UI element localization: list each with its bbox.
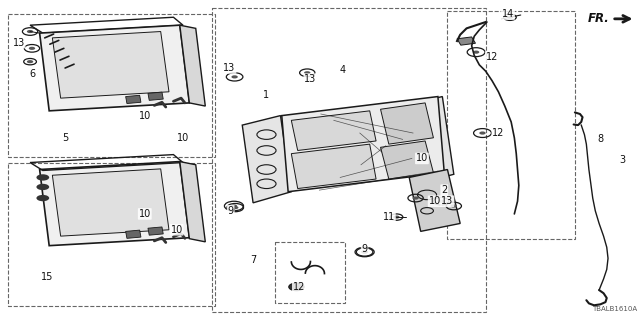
Text: 10: 10 [416,153,428,164]
Polygon shape [40,162,189,246]
Polygon shape [291,111,376,150]
Text: 13: 13 [304,74,317,84]
Polygon shape [148,92,163,100]
Circle shape [289,283,304,291]
Polygon shape [381,103,433,144]
Polygon shape [282,97,444,192]
Polygon shape [180,162,205,242]
Circle shape [27,60,33,63]
Circle shape [394,215,399,219]
Text: 10: 10 [139,209,151,219]
Text: 13: 13 [223,63,236,73]
Circle shape [36,184,49,190]
Bar [447,11,575,239]
Bar [275,243,346,303]
Text: 10: 10 [139,111,151,121]
Text: 12: 12 [486,52,498,62]
Polygon shape [381,141,433,179]
Polygon shape [52,169,169,236]
Circle shape [29,47,35,50]
Text: 9: 9 [228,206,234,216]
Circle shape [27,30,33,33]
Text: 12: 12 [292,282,305,292]
Text: 13: 13 [442,196,454,206]
Circle shape [479,132,486,135]
Circle shape [232,75,238,78]
Text: 5: 5 [62,133,68,143]
Circle shape [36,174,49,180]
Text: FR.: FR. [588,12,610,25]
Polygon shape [148,227,163,235]
Polygon shape [457,37,476,45]
Circle shape [362,251,368,253]
Circle shape [438,200,444,203]
Bar [8,163,215,306]
Circle shape [304,71,310,74]
Text: 1: 1 [263,90,269,100]
Text: 3: 3 [620,155,626,165]
Text: 12: 12 [492,128,504,138]
Text: 6: 6 [29,69,35,79]
Text: 10: 10 [177,133,189,143]
Text: 7: 7 [250,255,256,265]
Circle shape [507,16,513,19]
Text: 11: 11 [383,212,395,222]
Circle shape [36,195,49,201]
Bar [212,8,486,312]
Text: 4: 4 [339,65,346,75]
Circle shape [412,196,419,200]
Polygon shape [409,170,460,231]
Text: 9: 9 [362,244,367,254]
Text: 15: 15 [41,272,54,282]
Polygon shape [401,97,454,185]
Bar [8,14,215,157]
Circle shape [451,204,457,208]
Polygon shape [125,95,141,104]
Polygon shape [243,116,291,203]
Circle shape [473,51,479,54]
Text: 14: 14 [502,9,514,19]
Circle shape [232,206,239,209]
Polygon shape [180,25,205,106]
Text: 10: 10 [170,225,183,235]
Polygon shape [125,230,141,238]
Polygon shape [291,144,376,188]
Text: 2: 2 [441,185,447,195]
Text: 10: 10 [429,196,441,206]
Polygon shape [40,25,189,111]
Text: 8: 8 [597,134,604,144]
Polygon shape [52,32,169,98]
Text: 13: 13 [12,38,25,48]
Circle shape [231,204,237,208]
Circle shape [362,251,368,253]
Text: TBALB1610A: TBALB1610A [592,306,637,312]
